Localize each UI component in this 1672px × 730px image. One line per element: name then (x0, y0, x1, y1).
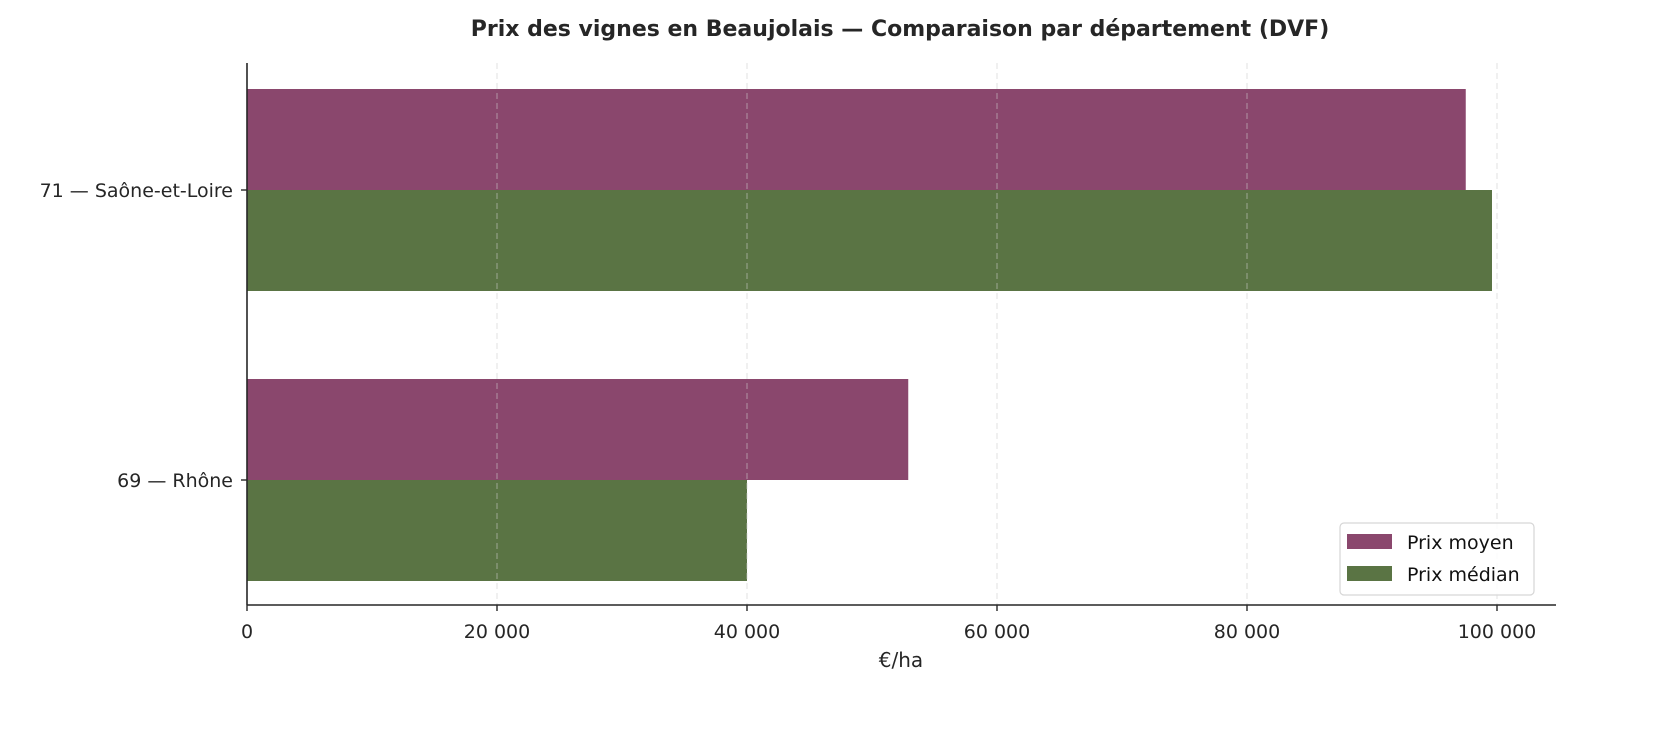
y-tick-label: 69 — Rhône (117, 470, 233, 492)
bar-prix-moyen-1 (247, 379, 909, 480)
bar-prix-moyen-0 (247, 89, 1466, 190)
x-tick-label: 0 (241, 621, 253, 643)
x-tick-label: 100 000 (1458, 621, 1537, 643)
y-tick-label: 71 — Saône-et-Loire (40, 180, 233, 202)
x-tick-label: 60 000 (964, 621, 1030, 643)
legend-label-prix-moyen: Prix moyen (1407, 532, 1514, 554)
x-gridlines-overlay (496, 63, 1498, 605)
x-axis-ticks: 0 20 000 40 000 60 000 80 000 100 000 (241, 605, 1536, 643)
x-tick-label: 20 000 (464, 621, 530, 643)
legend-swatch-prix-moyen (1347, 534, 1392, 549)
chart-title: Prix des vignes en Beaujolais — Comparai… (471, 17, 1330, 42)
x-tick-label: 80 000 (1214, 621, 1280, 643)
y-axis-ticks: 71 — Saône-et-Loire 69 — Rhône (40, 180, 247, 492)
x-tick-label: 40 000 (714, 621, 780, 643)
x-axis-label: €/ha (879, 648, 923, 672)
bars (247, 89, 1492, 581)
legend: Prix moyen Prix médian (1339, 522, 1535, 596)
legend-label-prix-median: Prix médian (1407, 564, 1520, 586)
bar-prix-median-0 (247, 190, 1492, 291)
legend-swatch-prix-median (1347, 566, 1392, 581)
